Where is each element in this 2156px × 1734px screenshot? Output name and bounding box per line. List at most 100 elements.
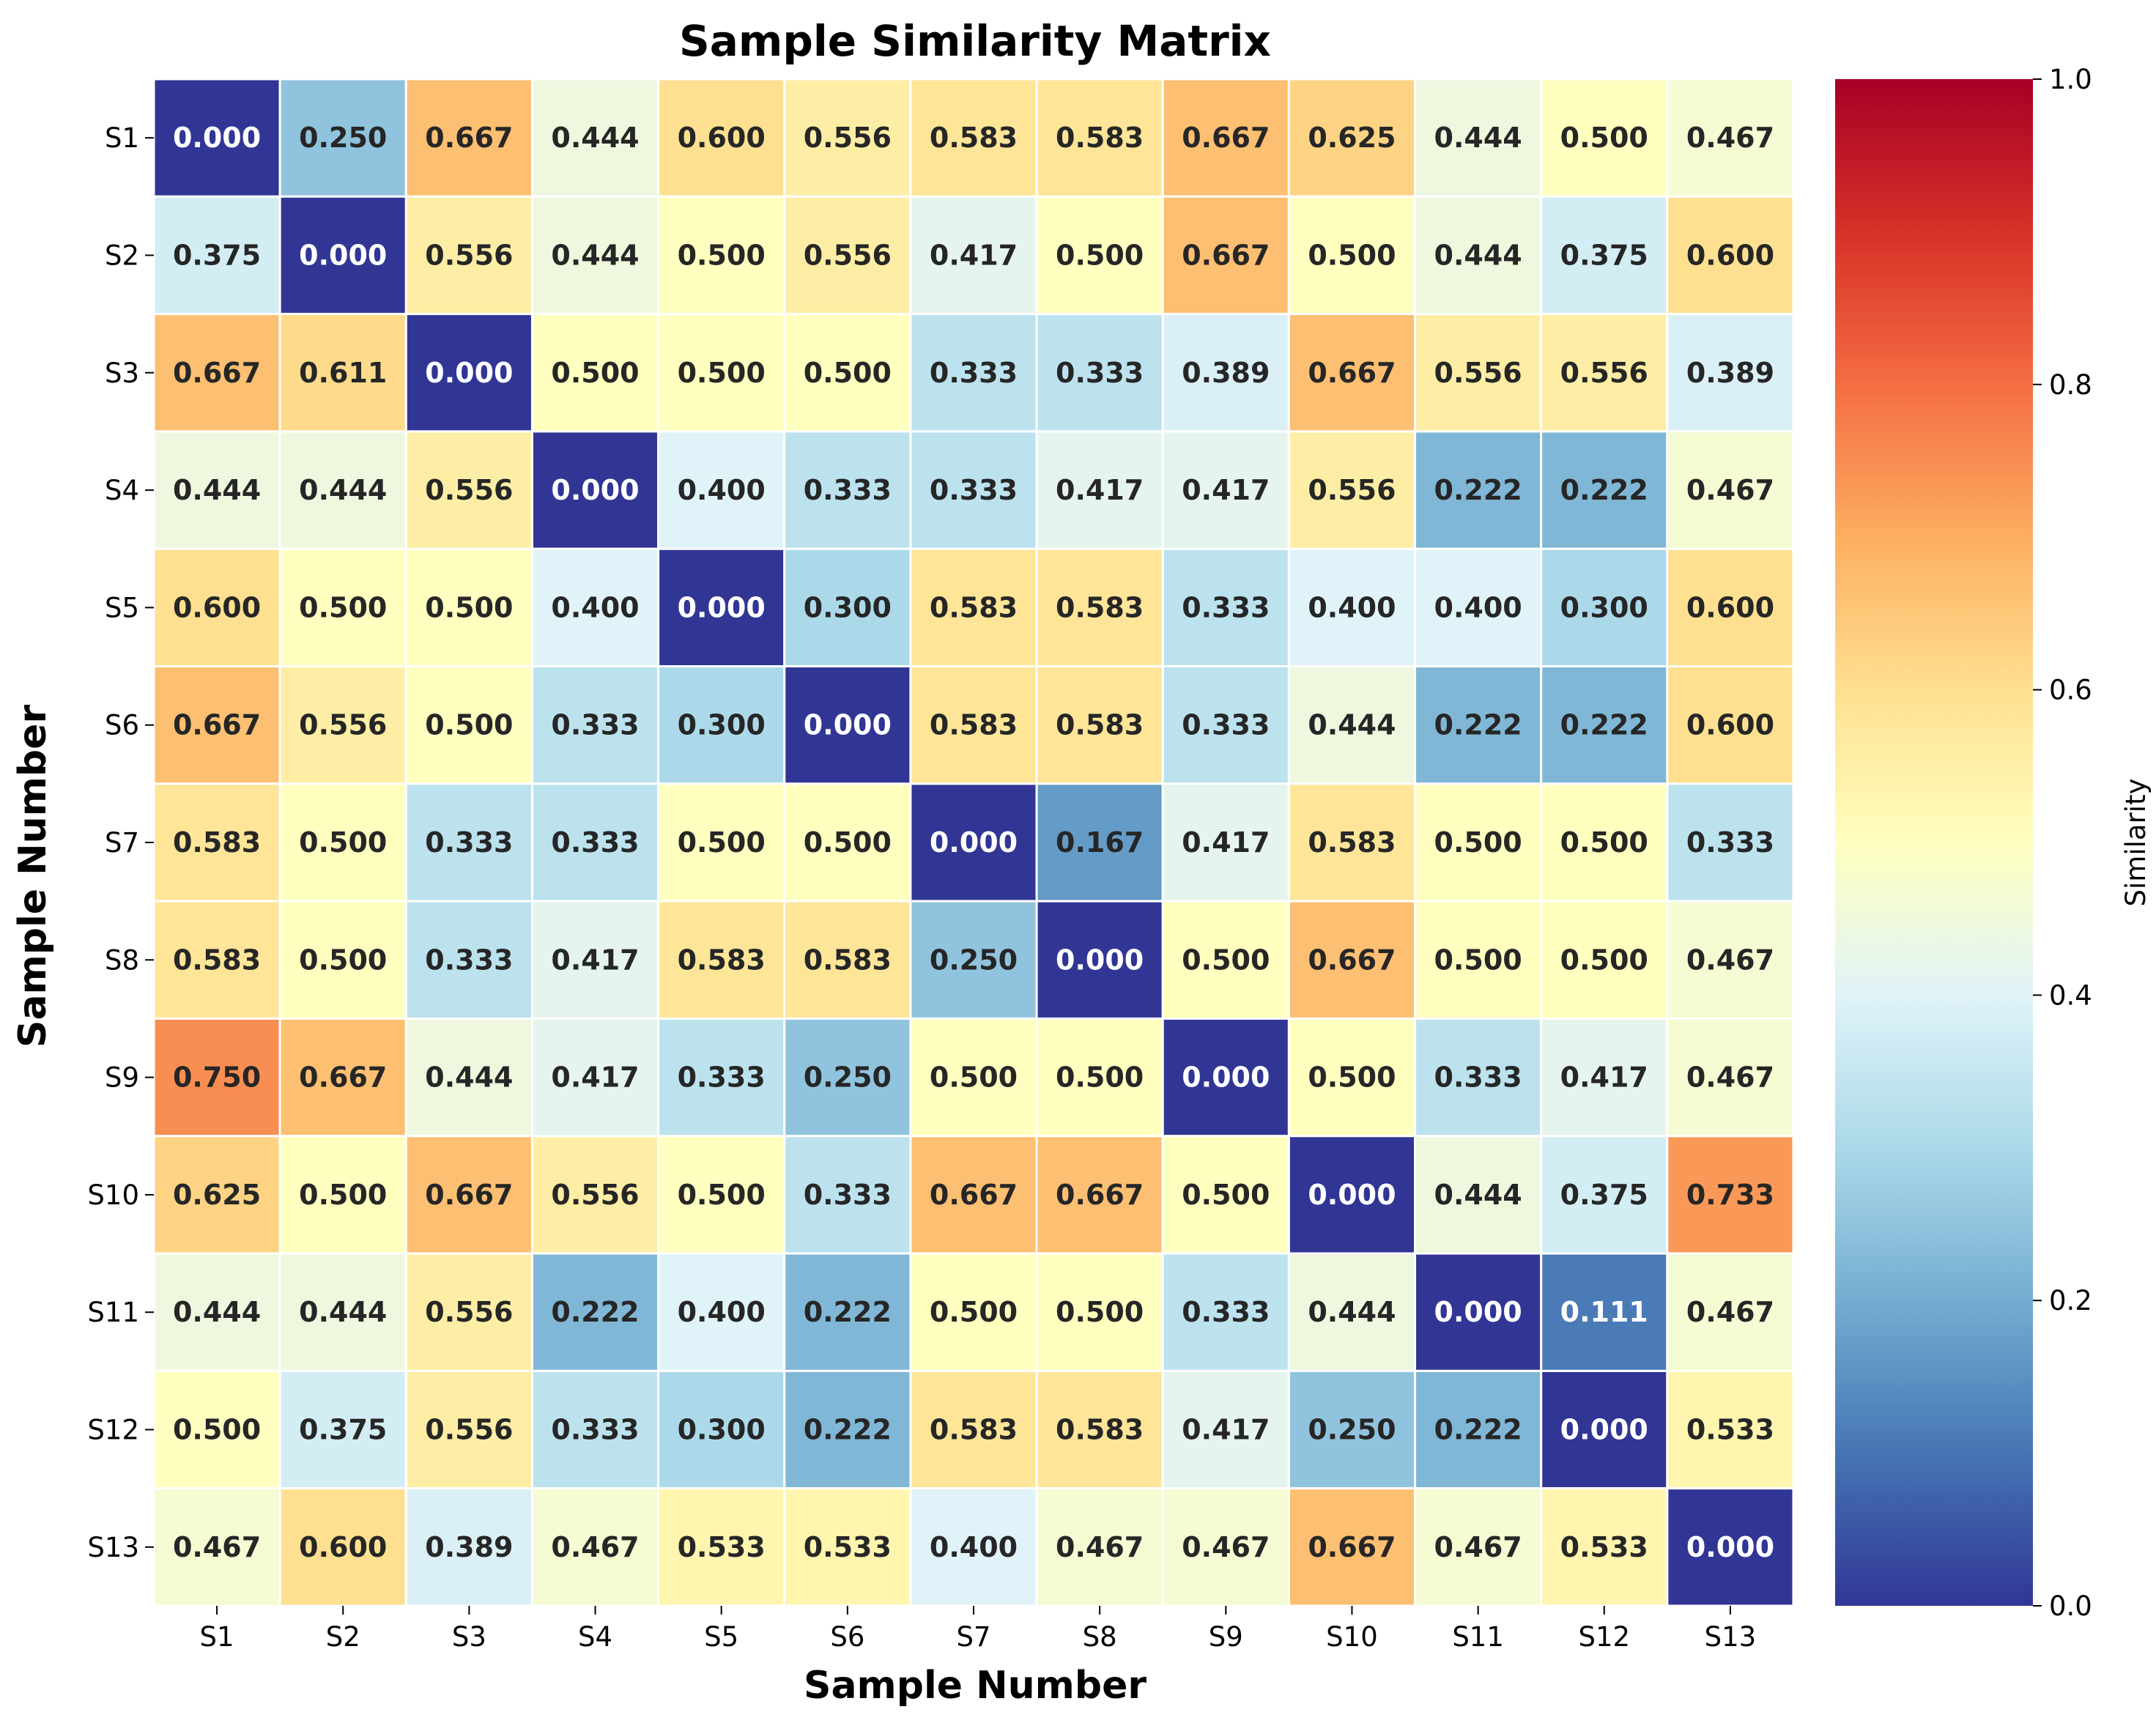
cell-value-label: 0.583 [1308,826,1396,859]
heatmap-cell [1035,1487,1164,1607]
heatmap-cell [1287,1487,1417,1607]
heatmap-cell [783,782,912,903]
cell-value-label: 0.444 [1308,1296,1396,1328]
cell-value-label: 0.333 [425,826,513,859]
heatmap-cell [657,782,786,903]
cell-value-label: 0.417 [1182,826,1270,859]
heatmap-cell [1035,900,1164,1020]
x-tick-label: S1 [200,1621,234,1653]
cell-value-label: 0.333 [425,944,513,976]
cell-value-label: 0.250 [1308,1414,1396,1446]
y-tick-label: S4 [105,475,139,506]
cell-value-label: 0.222 [551,1296,639,1328]
cell-value-label: 0.222 [1434,709,1522,741]
cell-value-label: 0.400 [1434,591,1522,623]
cell-value-label: 0.444 [299,1296,387,1328]
heatmap-cell [1540,1135,1669,1255]
heatmap-cell [404,665,533,785]
cell-value-label: 0.467 [1434,1531,1522,1563]
heatmap-cell [530,195,660,316]
cell-value-label: 0.556 [425,1414,513,1446]
cell-value-label: 0.444 [551,122,639,154]
cell-value-label: 0.467 [1686,474,1774,506]
heatmap-cell [1666,900,1795,1020]
heatmap-cell [404,78,533,198]
cell-value-label: 0.667 [299,1061,387,1094]
heatmap-cell [657,900,786,1020]
cell-value-label: 0.500 [1182,944,1270,976]
y-tick-label: S6 [105,710,139,741]
heatmap-cell [1287,665,1417,785]
cell-value-label: 0.583 [930,591,1018,623]
cell-value-label: 0.556 [1434,357,1522,389]
cell-value-label: 0.583 [1056,709,1144,741]
heatmap-cell [404,900,533,1020]
colorbar-tick-label: 0.0 [2049,1590,2092,1622]
cell-value-label: 0.333 [1182,591,1270,623]
heatmap-cells: 0.000 0.250 0.667 0.444 0.600 0.556 0.583 0.583… [152,78,1795,1607]
cell-value-label: 0.444 [299,474,387,506]
cell-value-label: 0.333 [1434,1061,1522,1094]
heatmap-cell [278,547,407,668]
cell-value-label: 0.583 [678,944,766,976]
cell-value-label: 0.583 [930,709,1018,741]
cell-value-label: 0.467 [1686,944,1774,976]
cell-value-label: 0.583 [930,122,1018,154]
cell-value-label: 0.333 [1686,826,1774,859]
cell-value-label: 0.500 [1056,239,1144,271]
heatmap-cell [1666,195,1795,316]
heatmap-cell [530,1487,660,1607]
y-tick-label: S12 [87,1415,139,1446]
cell-value-label: 0.556 [1560,357,1648,389]
y-tick-label: S7 [105,827,139,859]
cell-value-label: 0.000 [1182,1061,1270,1094]
cell-value-label: 0.533 [804,1531,892,1563]
x-tick-label: S13 [1705,1621,1757,1653]
cell-value-label: 0.333 [1182,709,1270,741]
cell-value-label: 0.667 [1056,1179,1144,1211]
cell-value-label: 0.500 [804,826,892,859]
heatmap-cell [1035,1369,1164,1490]
heatmap-cell [657,1252,786,1372]
cell-value-label: 0.000 [678,591,766,623]
y-tick-label: S8 [105,944,139,976]
cell-value-label: 0.583 [804,944,892,976]
cell-value-label: 0.556 [299,709,387,741]
cell-value-label: 0.400 [551,591,639,623]
heatmap-cell [530,1369,660,1490]
cell-value-label: 0.417 [1182,1414,1270,1446]
heatmap-cell [1161,547,1290,668]
heatmap-cell [1666,1252,1795,1372]
heatmap-cell [152,195,281,316]
heatmap-cell [657,313,786,433]
cell-value-label: 0.000 [1434,1296,1522,1328]
cell-value-label: 0.500 [678,357,766,389]
colorbar-tick-label: 0.6 [2049,675,2092,706]
heatmap-cell [1035,1017,1164,1138]
x-tick-label: S3 [452,1621,486,1653]
cell-value-label: 0.600 [1686,239,1774,271]
heatmap-cell [909,665,1038,785]
heatmap-cell [657,1487,786,1607]
cell-value-label: 0.500 [1308,239,1396,271]
cell-value-label: 0.375 [1560,1179,1648,1211]
heatmap-cell [530,547,660,668]
heatmap-cell [530,665,660,785]
heatmap-cell [909,430,1038,550]
cell-value-label: 0.556 [425,1296,513,1328]
heatmap-cell [783,78,912,198]
heatmap-cell [657,665,786,785]
heatmap-cell [1666,782,1795,903]
heatmap-cell [1666,1369,1795,1490]
heatmap-cell [1161,195,1290,316]
heatmap-cell [1540,1369,1669,1490]
cell-value-label: 0.222 [1434,474,1522,506]
heatmap-cell [783,900,912,1020]
cell-value-label: 0.333 [551,826,639,859]
cell-value-label: 0.389 [425,1531,513,1563]
y-tick-label: S1 [105,122,139,154]
cell-value-label: 0.500 [1560,826,1648,859]
cell-value-label: 0.467 [551,1531,639,1563]
heatmap-cell [1540,430,1669,550]
heatmap-cell [1540,665,1669,785]
